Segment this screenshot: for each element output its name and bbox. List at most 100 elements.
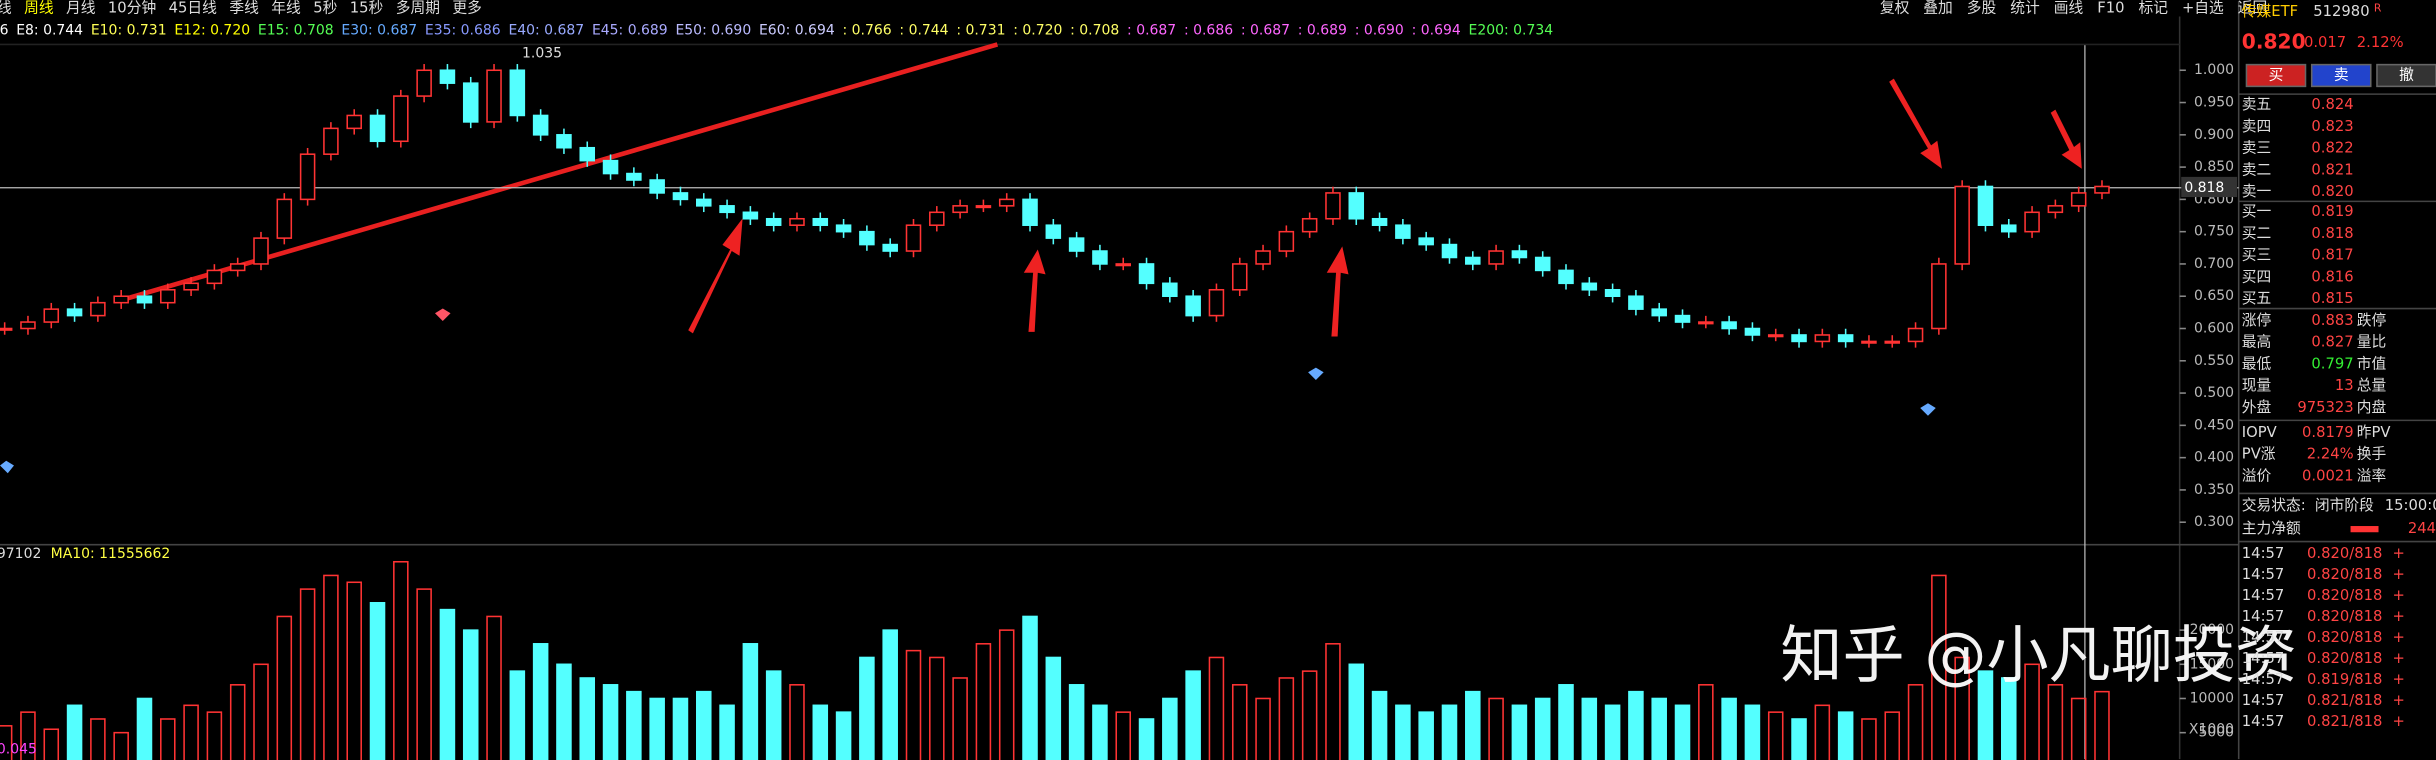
toolbar-button[interactable]: 统计: [2010, 0, 2040, 17]
volume-bar: [929, 656, 945, 760]
menu-item[interactable]: 10分钟: [108, 0, 156, 17]
row-label: IOPV: [2242, 424, 2277, 441]
candle: [416, 69, 432, 97]
volume-bar: [1744, 704, 1761, 760]
trade-button[interactable]: [2376, 63, 2436, 88]
tick-dir: +: [2392, 587, 2404, 604]
volume-bar: [1371, 690, 1388, 760]
status-time: 15:00:0: [2385, 497, 2436, 514]
row-label: 卖四: [2242, 118, 2272, 135]
toolbar-button[interactable]: F10: [2097, 0, 2124, 17]
tick-price: 0.819/818: [2307, 671, 2382, 688]
candle: [2024, 211, 2040, 233]
volume-tick-label: 5000: [2198, 725, 2234, 741]
candle: [1884, 340, 1901, 344]
toolbar-button[interactable]: 多股: [1967, 0, 1997, 17]
volume-bar: [229, 684, 246, 760]
candle: [998, 198, 1015, 207]
row-label: 买三: [2242, 247, 2272, 264]
menu-item[interactable]: 月线: [66, 0, 96, 17]
toolbar-button[interactable]: 返回: [2238, 0, 2268, 17]
volume-bar: [696, 690, 712, 760]
toolbar-button[interactable]: 标记: [2138, 0, 2168, 17]
y-tick-label: 0.700: [2194, 256, 2234, 272]
arrow: [2050, 109, 2082, 169]
menu-item[interactable]: 5秒: [313, 0, 337, 17]
trade-button-label[interactable]: 买: [2269, 66, 2284, 83]
row-value: 0.824: [2311, 96, 2353, 113]
crosshair-label: 0.818: [2184, 180, 2224, 196]
volume-bar: [416, 588, 432, 760]
menu-item[interactable]: 年线: [271, 0, 301, 17]
candle: [1511, 250, 1528, 259]
flow-value: 244: [2408, 520, 2436, 537]
candle: [346, 114, 362, 130]
row-label: PV涨: [2242, 446, 2276, 463]
volume-bar: [486, 615, 502, 760]
menu-item[interactable]: 更多: [452, 0, 482, 17]
change-pct: 2.12%: [2357, 34, 2404, 51]
candle: [859, 230, 875, 246]
tick-price: 0.821/818: [2307, 713, 2382, 730]
row-value: 0.817: [2311, 247, 2353, 264]
trade-button[interactable]: [2310, 63, 2372, 88]
candle: [1231, 263, 1248, 291]
toolbar-button[interactable]: 复权: [1880, 0, 1910, 17]
toolbar-button[interactable]: 画线: [2054, 0, 2084, 17]
trade-button[interactable]: [2245, 63, 2307, 88]
trade-button-label[interactable]: 卖: [2334, 66, 2349, 83]
row-label: 外盘: [2242, 398, 2272, 416]
volume-bar: [509, 670, 526, 760]
menu-item[interactable]: 周线: [24, 0, 54, 17]
volume-bar: [2070, 697, 2087, 760]
volume-bar: [1208, 656, 1225, 760]
candle: [1115, 263, 1131, 267]
volume-bar: [2001, 677, 2017, 760]
toolbar-button[interactable]: 叠加: [1923, 0, 1953, 17]
volume-bar: [579, 677, 596, 760]
volume-bar: [346, 581, 362, 760]
volume-bar: [1511, 704, 1528, 760]
ma-legend: : 0.686: [1184, 22, 1233, 38]
menu-item[interactable]: 45日线: [169, 0, 218, 17]
row-value: 2.24%: [2307, 446, 2354, 463]
candle: [276, 198, 293, 239]
row-label: 涨停: [2242, 312, 2272, 329]
y-tick-label: 1.000: [2194, 62, 2234, 78]
candle: [1371, 217, 1388, 226]
ma-legend: E12: 0.720: [174, 22, 250, 38]
candle: [672, 192, 689, 201]
menu-item[interactable]: 15秒: [350, 0, 384, 17]
volume-bar: [393, 560, 409, 760]
row-label: 买二: [2242, 225, 2272, 242]
candle: [2047, 205, 2064, 214]
trade-button-label[interactable]: 撤: [2399, 66, 2414, 83]
row-label: 卖三: [2242, 140, 2272, 157]
volume-bar: [1861, 718, 1877, 760]
volume-bar: [835, 711, 852, 760]
volume-bar: [160, 718, 176, 760]
row-label: 最高: [2242, 334, 2272, 351]
volume-bar: [1698, 684, 1714, 760]
candle: [439, 69, 456, 84]
ma-legend: E60: 0.694: [759, 22, 835, 38]
candle: [626, 172, 642, 181]
candle: [1022, 198, 1038, 226]
volume-bar: [253, 663, 269, 760]
candle: [602, 159, 619, 175]
candle: [1488, 250, 1504, 265]
candle: [1325, 192, 1341, 220]
row-value: 0.883: [2311, 312, 2353, 329]
ma-legend: 56: [0, 22, 8, 38]
menu-item[interactable]: 季线: [229, 0, 259, 17]
volume-bar: [1954, 656, 1970, 760]
menu-item[interactable]: 多周期: [396, 0, 440, 17]
toolbar-button[interactable]: +自选: [2182, 0, 2224, 17]
y-tick-label: 0.300: [2194, 514, 2234, 530]
row-label: 卖五: [2242, 96, 2272, 113]
volume-bar: [1674, 704, 1691, 760]
security-name: 传媒ETF: [2242, 3, 2298, 20]
volume-bar: [2024, 663, 2040, 760]
menu-item[interactable]: 线: [0, 0, 12, 17]
candle: [1837, 334, 1854, 343]
